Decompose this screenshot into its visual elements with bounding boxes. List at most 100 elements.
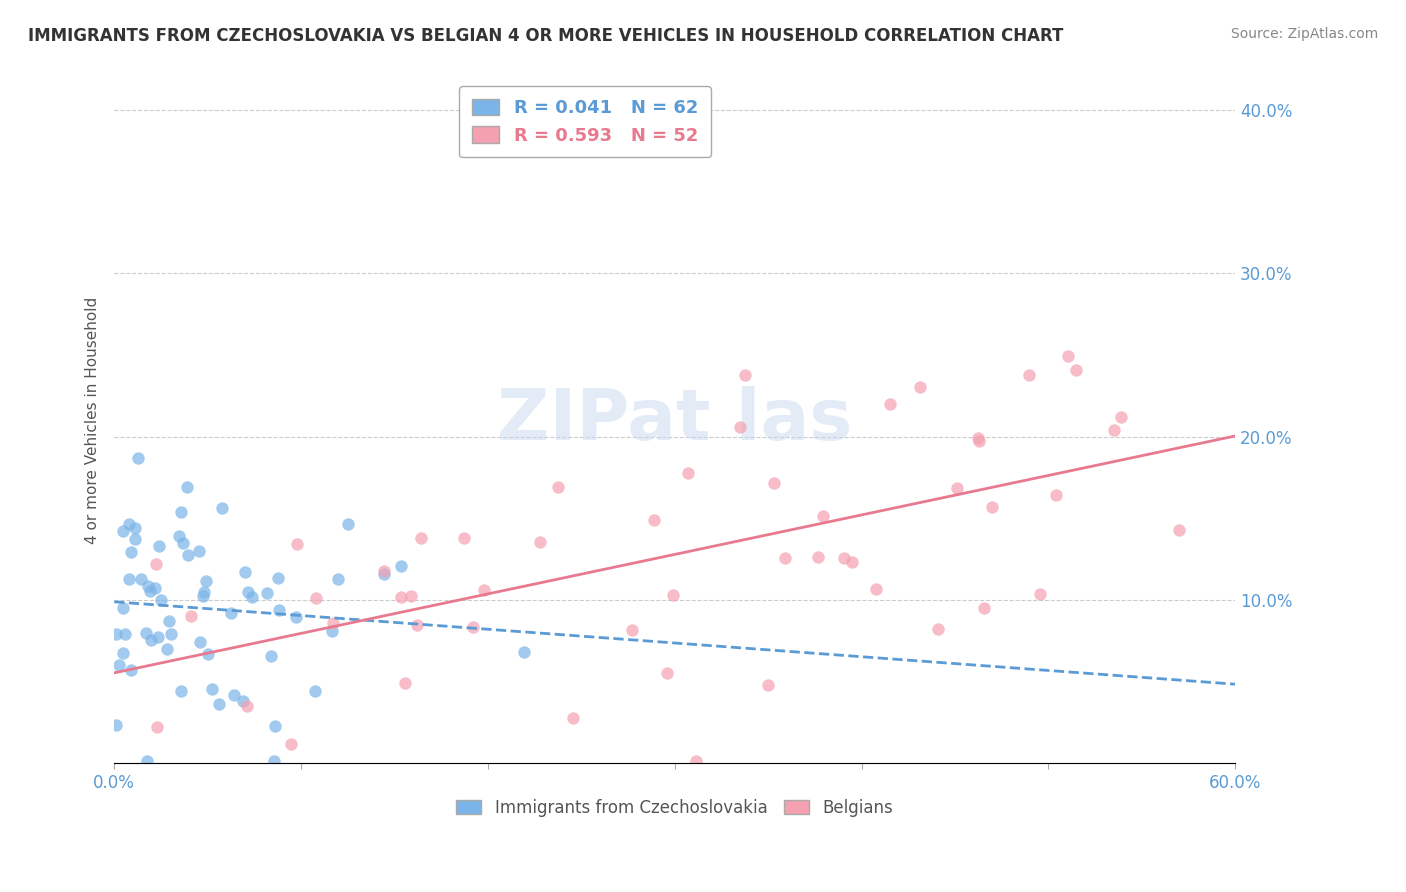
Point bbox=[389, 590, 412, 604]
Point bbox=[145, 557, 167, 571]
Point bbox=[266, 571, 288, 585]
Point bbox=[170, 683, 193, 698]
Point bbox=[117, 517, 139, 532]
Point bbox=[172, 536, 194, 550]
Point bbox=[188, 634, 211, 648]
Point bbox=[285, 537, 308, 551]
Point bbox=[136, 755, 159, 769]
Point bbox=[775, 550, 797, 565]
Point bbox=[655, 665, 678, 680]
Text: ZIPat las: ZIPat las bbox=[498, 385, 852, 455]
Legend: Immigrants from Czechoslovakia, Belgians: Immigrants from Czechoslovakia, Belgians bbox=[450, 792, 900, 823]
Point bbox=[149, 592, 172, 607]
Point bbox=[1064, 363, 1087, 377]
Point bbox=[176, 480, 198, 494]
Point bbox=[124, 521, 146, 535]
Point bbox=[121, 545, 143, 559]
Point bbox=[1168, 523, 1191, 537]
Point bbox=[160, 627, 183, 641]
Y-axis label: 4 or more Vehicles in Household: 4 or more Vehicles in Household bbox=[86, 297, 100, 544]
Point bbox=[1018, 368, 1040, 382]
Point bbox=[259, 648, 281, 663]
Point bbox=[321, 624, 343, 639]
Point bbox=[111, 601, 134, 615]
Point bbox=[676, 467, 699, 481]
Point bbox=[105, 627, 128, 641]
Point bbox=[180, 608, 202, 623]
Point bbox=[127, 450, 149, 465]
Point bbox=[685, 755, 707, 769]
Point bbox=[120, 663, 142, 677]
Point bbox=[394, 675, 416, 690]
Point bbox=[373, 566, 395, 581]
Point bbox=[148, 539, 170, 553]
Point bbox=[112, 524, 135, 539]
Point bbox=[453, 531, 475, 545]
Point bbox=[728, 419, 751, 434]
Point bbox=[834, 550, 856, 565]
Point bbox=[129, 572, 152, 586]
Point bbox=[146, 719, 169, 733]
Point bbox=[222, 688, 245, 702]
Text: Source: ZipAtlas.com: Source: ZipAtlas.com bbox=[1230, 27, 1378, 41]
Point bbox=[263, 755, 285, 769]
Point bbox=[981, 500, 1004, 514]
Point bbox=[170, 505, 193, 519]
Point bbox=[156, 641, 179, 656]
Point bbox=[139, 632, 162, 647]
Point bbox=[946, 481, 969, 495]
Point bbox=[177, 549, 200, 563]
Point bbox=[235, 699, 257, 714]
Point bbox=[1029, 586, 1052, 600]
Point bbox=[969, 434, 991, 449]
Text: IMMIGRANTS FROM CZECHOSLOVAKIA VS BELGIAN 4 OR MORE VEHICLES IN HOUSEHOLD CORREL: IMMIGRANTS FROM CZECHOSLOVAKIA VS BELGIA… bbox=[28, 27, 1063, 45]
Point bbox=[973, 601, 995, 615]
Point bbox=[1056, 349, 1078, 363]
Point bbox=[513, 645, 536, 659]
Point bbox=[643, 513, 665, 527]
Point bbox=[195, 574, 218, 588]
Point bbox=[1102, 423, 1125, 437]
Point bbox=[811, 509, 834, 524]
Point bbox=[143, 581, 166, 595]
Point bbox=[112, 646, 135, 660]
Point bbox=[136, 579, 159, 593]
Point bbox=[807, 550, 830, 565]
Point bbox=[236, 585, 259, 599]
Point bbox=[208, 698, 231, 712]
Point bbox=[474, 582, 496, 597]
Point bbox=[264, 718, 287, 732]
Point bbox=[734, 368, 756, 382]
Point bbox=[409, 531, 432, 545]
Point bbox=[197, 647, 219, 661]
Point bbox=[240, 590, 263, 604]
Point bbox=[1045, 488, 1067, 502]
Point bbox=[114, 627, 136, 641]
Point bbox=[547, 480, 569, 494]
Point bbox=[188, 543, 211, 558]
Point bbox=[256, 585, 278, 599]
Point bbox=[1109, 409, 1132, 424]
Point bbox=[191, 589, 214, 603]
Point bbox=[235, 565, 257, 579]
Point bbox=[662, 588, 685, 602]
Point bbox=[284, 610, 307, 624]
Point bbox=[841, 555, 863, 569]
Point bbox=[124, 532, 146, 546]
Point bbox=[967, 431, 990, 445]
Point bbox=[621, 623, 644, 637]
Point bbox=[107, 658, 129, 673]
Point bbox=[118, 572, 141, 586]
Point bbox=[135, 625, 157, 640]
Point bbox=[389, 559, 412, 574]
Point bbox=[865, 582, 887, 596]
Point bbox=[336, 517, 359, 532]
Point bbox=[529, 535, 551, 549]
Point bbox=[105, 718, 128, 732]
Point bbox=[139, 584, 162, 599]
Point bbox=[232, 694, 254, 708]
Point bbox=[157, 614, 180, 628]
Point bbox=[763, 475, 786, 490]
Point bbox=[193, 584, 215, 599]
Point bbox=[879, 396, 901, 410]
